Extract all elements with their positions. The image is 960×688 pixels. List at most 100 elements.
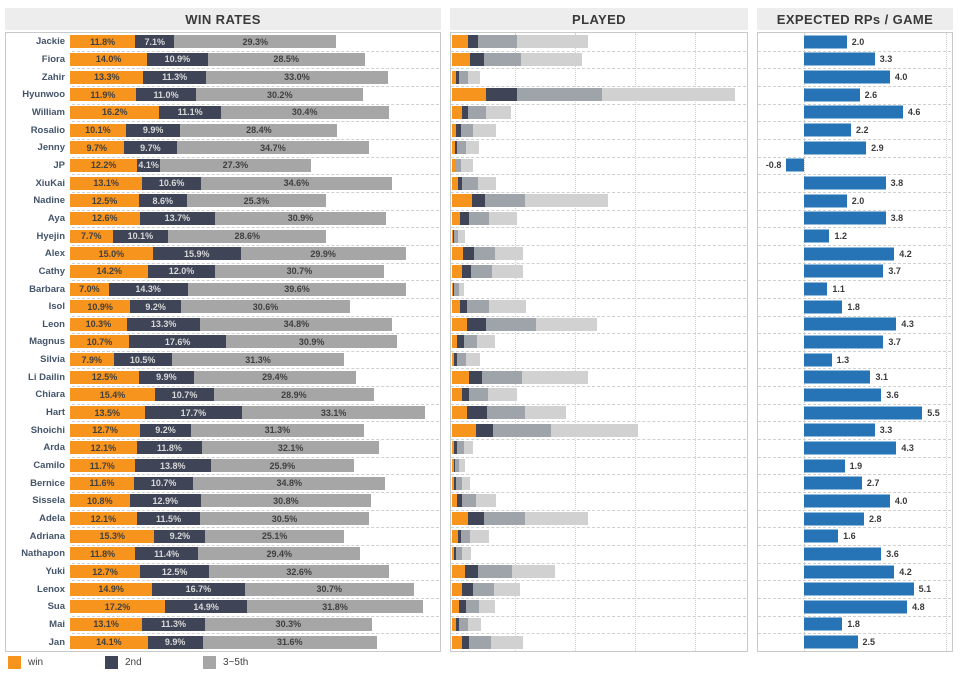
character-label: Shoichi <box>30 424 65 436</box>
rest-segment <box>465 353 480 367</box>
played-bar <box>452 35 747 49</box>
win-rates-row: Bernice 11.6% 10.7% 34.8% <box>6 474 440 493</box>
expected-rp-title: EXPECTED RPs / GAME <box>757 8 953 30</box>
character-label: Nathapon <box>21 548 65 560</box>
r3to5-segment <box>473 247 496 261</box>
rp-row: 3.1 <box>758 368 952 387</box>
win-rates-bar: 12.1% 11.5% 30.5% <box>70 512 440 526</box>
win-segment <box>452 582 463 596</box>
second-segment <box>461 635 469 649</box>
character-label: Hyunwoo <box>22 89 65 101</box>
rp-row: 3.6 <box>758 545 952 564</box>
rp-value-label: 3.6 <box>886 389 899 400</box>
rp-bar-area: 3.6 <box>758 386 952 404</box>
second-segment: 10.7% <box>155 388 215 402</box>
win-segment: 7.0% <box>70 282 109 296</box>
rp-bar-area: 1.8 <box>758 298 952 316</box>
second-segment: 9.2% <box>140 423 191 437</box>
rest-segment <box>521 52 582 66</box>
r3to5-segment <box>470 264 493 278</box>
rest-segment <box>468 70 480 84</box>
character-label: Arda <box>43 442 65 454</box>
rp-bar <box>786 158 804 172</box>
rp-bar <box>803 600 908 614</box>
win-segment: 16.2% <box>70 105 160 119</box>
rp-value-label: 5.5 <box>927 407 940 418</box>
rp-bar-area: 2.7 <box>758 474 952 492</box>
rest-segment <box>525 512 588 526</box>
second-segment <box>456 494 463 508</box>
played-row <box>451 404 747 423</box>
rp-value-label: 3.7 <box>888 336 901 347</box>
rest-segment <box>462 476 470 490</box>
second-segment <box>452 282 455 296</box>
win-segment: 15.4% <box>70 388 156 402</box>
played-row <box>451 245 747 264</box>
win-rates-bar: 7.0% 14.3% 39.6% <box>70 282 440 296</box>
r3to5-segment: 30.9% <box>215 211 386 225</box>
win-rates-row: Jan 14.1% 9.9% 31.6% <box>6 633 440 651</box>
second-segment: 9.2% <box>130 300 181 314</box>
win-rates-row: Jackie 11.8% 7.1% 29.3% <box>6 33 440 52</box>
second-segment: 10.1% <box>112 229 169 243</box>
win-rates-bar: 10.1% 9.9% 28.4% <box>70 123 440 137</box>
win-rates-bar: 12.5% 9.9% 29.4% <box>70 370 440 384</box>
played-bar <box>452 52 747 66</box>
r3to5-segment <box>455 158 461 172</box>
legend-item-35th: 3~5th <box>203 656 248 669</box>
rest-segment <box>479 600 495 614</box>
r3to5-segment <box>457 141 467 155</box>
rp-bar-area: 3.6 <box>758 545 952 563</box>
rp-row: 2.8 <box>758 510 952 529</box>
win-segment <box>452 300 461 314</box>
rp-bar <box>803 529 839 543</box>
played-bar <box>452 406 747 420</box>
rp-gridline <box>945 33 947 651</box>
rp-value-label: 1.1 <box>832 284 845 295</box>
rp-bar-area: 3.7 <box>758 333 952 351</box>
character-label: Cathy <box>38 265 65 277</box>
rp-row: 4.3 <box>758 316 952 334</box>
rp-bar-area: 3.7 <box>758 263 952 281</box>
second-segment <box>468 512 484 526</box>
second-segment <box>467 406 488 420</box>
played-row <box>451 139 747 158</box>
rp-value-label: 1.8 <box>847 301 860 312</box>
rest-segment <box>524 194 609 208</box>
rp-row: 3.6 <box>758 386 952 405</box>
win-rates-row: Adela 12.1% 11.5% 30.5% <box>6 510 440 529</box>
rp-value-label: 1.9 <box>849 460 863 471</box>
r3to5-segment: 34.8% <box>193 476 386 490</box>
win-rates-bar: 10.3% 13.3% 34.8% <box>70 317 440 331</box>
win-segment <box>452 370 469 384</box>
rp-bar-area: 4.0 <box>758 492 952 510</box>
played-bar <box>452 494 747 508</box>
win-rates-row: Hyejin 7.7% 10.1% 28.6% <box>6 227 440 246</box>
r3to5-segment <box>461 529 471 543</box>
r3to5-segment <box>465 600 480 614</box>
win-segment: 11.6% <box>70 476 135 490</box>
character-label: Nadine <box>33 195 65 207</box>
win-rates-title: WIN RATES <box>5 8 441 30</box>
rp-bar <box>803 582 914 596</box>
rp-bar-area: 3.1 <box>758 368 952 386</box>
second-segment: 14.3% <box>108 282 188 296</box>
played-title: PLAYED <box>450 8 748 30</box>
rp-bar <box>803 282 828 296</box>
win-rates-row: Barbara 7.0% 14.3% 39.6% <box>6 280 440 299</box>
rp-row: 3.7 <box>758 263 952 281</box>
win-segment <box>452 529 458 543</box>
r3to5-segment <box>454 229 459 243</box>
played-bar <box>452 617 747 631</box>
played-bar <box>452 176 747 190</box>
rest-segment <box>495 247 523 261</box>
second-segment: 9.2% <box>154 529 206 543</box>
rp-bar <box>803 335 884 349</box>
rp-bar <box>803 211 886 225</box>
r3to5-segment: 29.4% <box>198 547 361 561</box>
second-segment <box>457 176 463 190</box>
rp-value-label: 3.1 <box>875 372 888 383</box>
rp-value-label: 4.2 <box>899 566 912 577</box>
rp-bar <box>803 88 860 102</box>
rp-value-label: 5.1 <box>918 584 932 595</box>
